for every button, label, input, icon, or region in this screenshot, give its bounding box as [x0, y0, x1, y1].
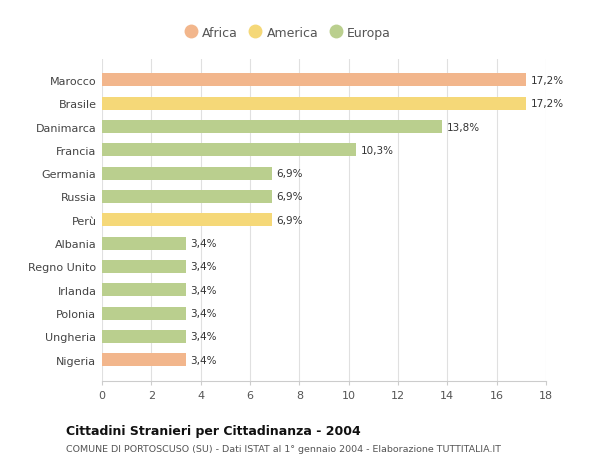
Bar — [102, 307, 186, 320]
Text: 6,9%: 6,9% — [277, 169, 303, 179]
Bar — [102, 214, 272, 227]
Text: 17,2%: 17,2% — [531, 76, 564, 86]
Bar — [102, 144, 356, 157]
Text: 17,2%: 17,2% — [531, 99, 564, 109]
Text: 6,9%: 6,9% — [277, 192, 303, 202]
Bar — [102, 237, 186, 250]
Text: COMUNE DI PORTOSCUSO (SU) - Dati ISTAT al 1° gennaio 2004 - Elaborazione TUTTITA: COMUNE DI PORTOSCUSO (SU) - Dati ISTAT a… — [66, 444, 501, 453]
Text: 13,8%: 13,8% — [447, 122, 480, 132]
Bar — [102, 168, 272, 180]
Text: 3,4%: 3,4% — [190, 239, 217, 249]
Bar — [102, 98, 526, 110]
Text: 10,3%: 10,3% — [361, 146, 394, 156]
Text: 6,9%: 6,9% — [277, 215, 303, 225]
Text: 3,4%: 3,4% — [190, 332, 217, 341]
Text: 3,4%: 3,4% — [190, 308, 217, 319]
Text: 3,4%: 3,4% — [190, 262, 217, 272]
Text: Cittadini Stranieri per Cittadinanza - 2004: Cittadini Stranieri per Cittadinanza - 2… — [66, 425, 361, 437]
Bar — [102, 284, 186, 297]
Legend: Africa, America, Europa: Africa, America, Europa — [186, 28, 391, 40]
Bar — [102, 74, 526, 87]
Bar — [102, 260, 186, 273]
Bar — [102, 353, 186, 366]
Text: 3,4%: 3,4% — [190, 355, 217, 365]
Bar — [102, 190, 272, 203]
Bar — [102, 121, 442, 134]
Text: 3,4%: 3,4% — [190, 285, 217, 295]
Bar — [102, 330, 186, 343]
